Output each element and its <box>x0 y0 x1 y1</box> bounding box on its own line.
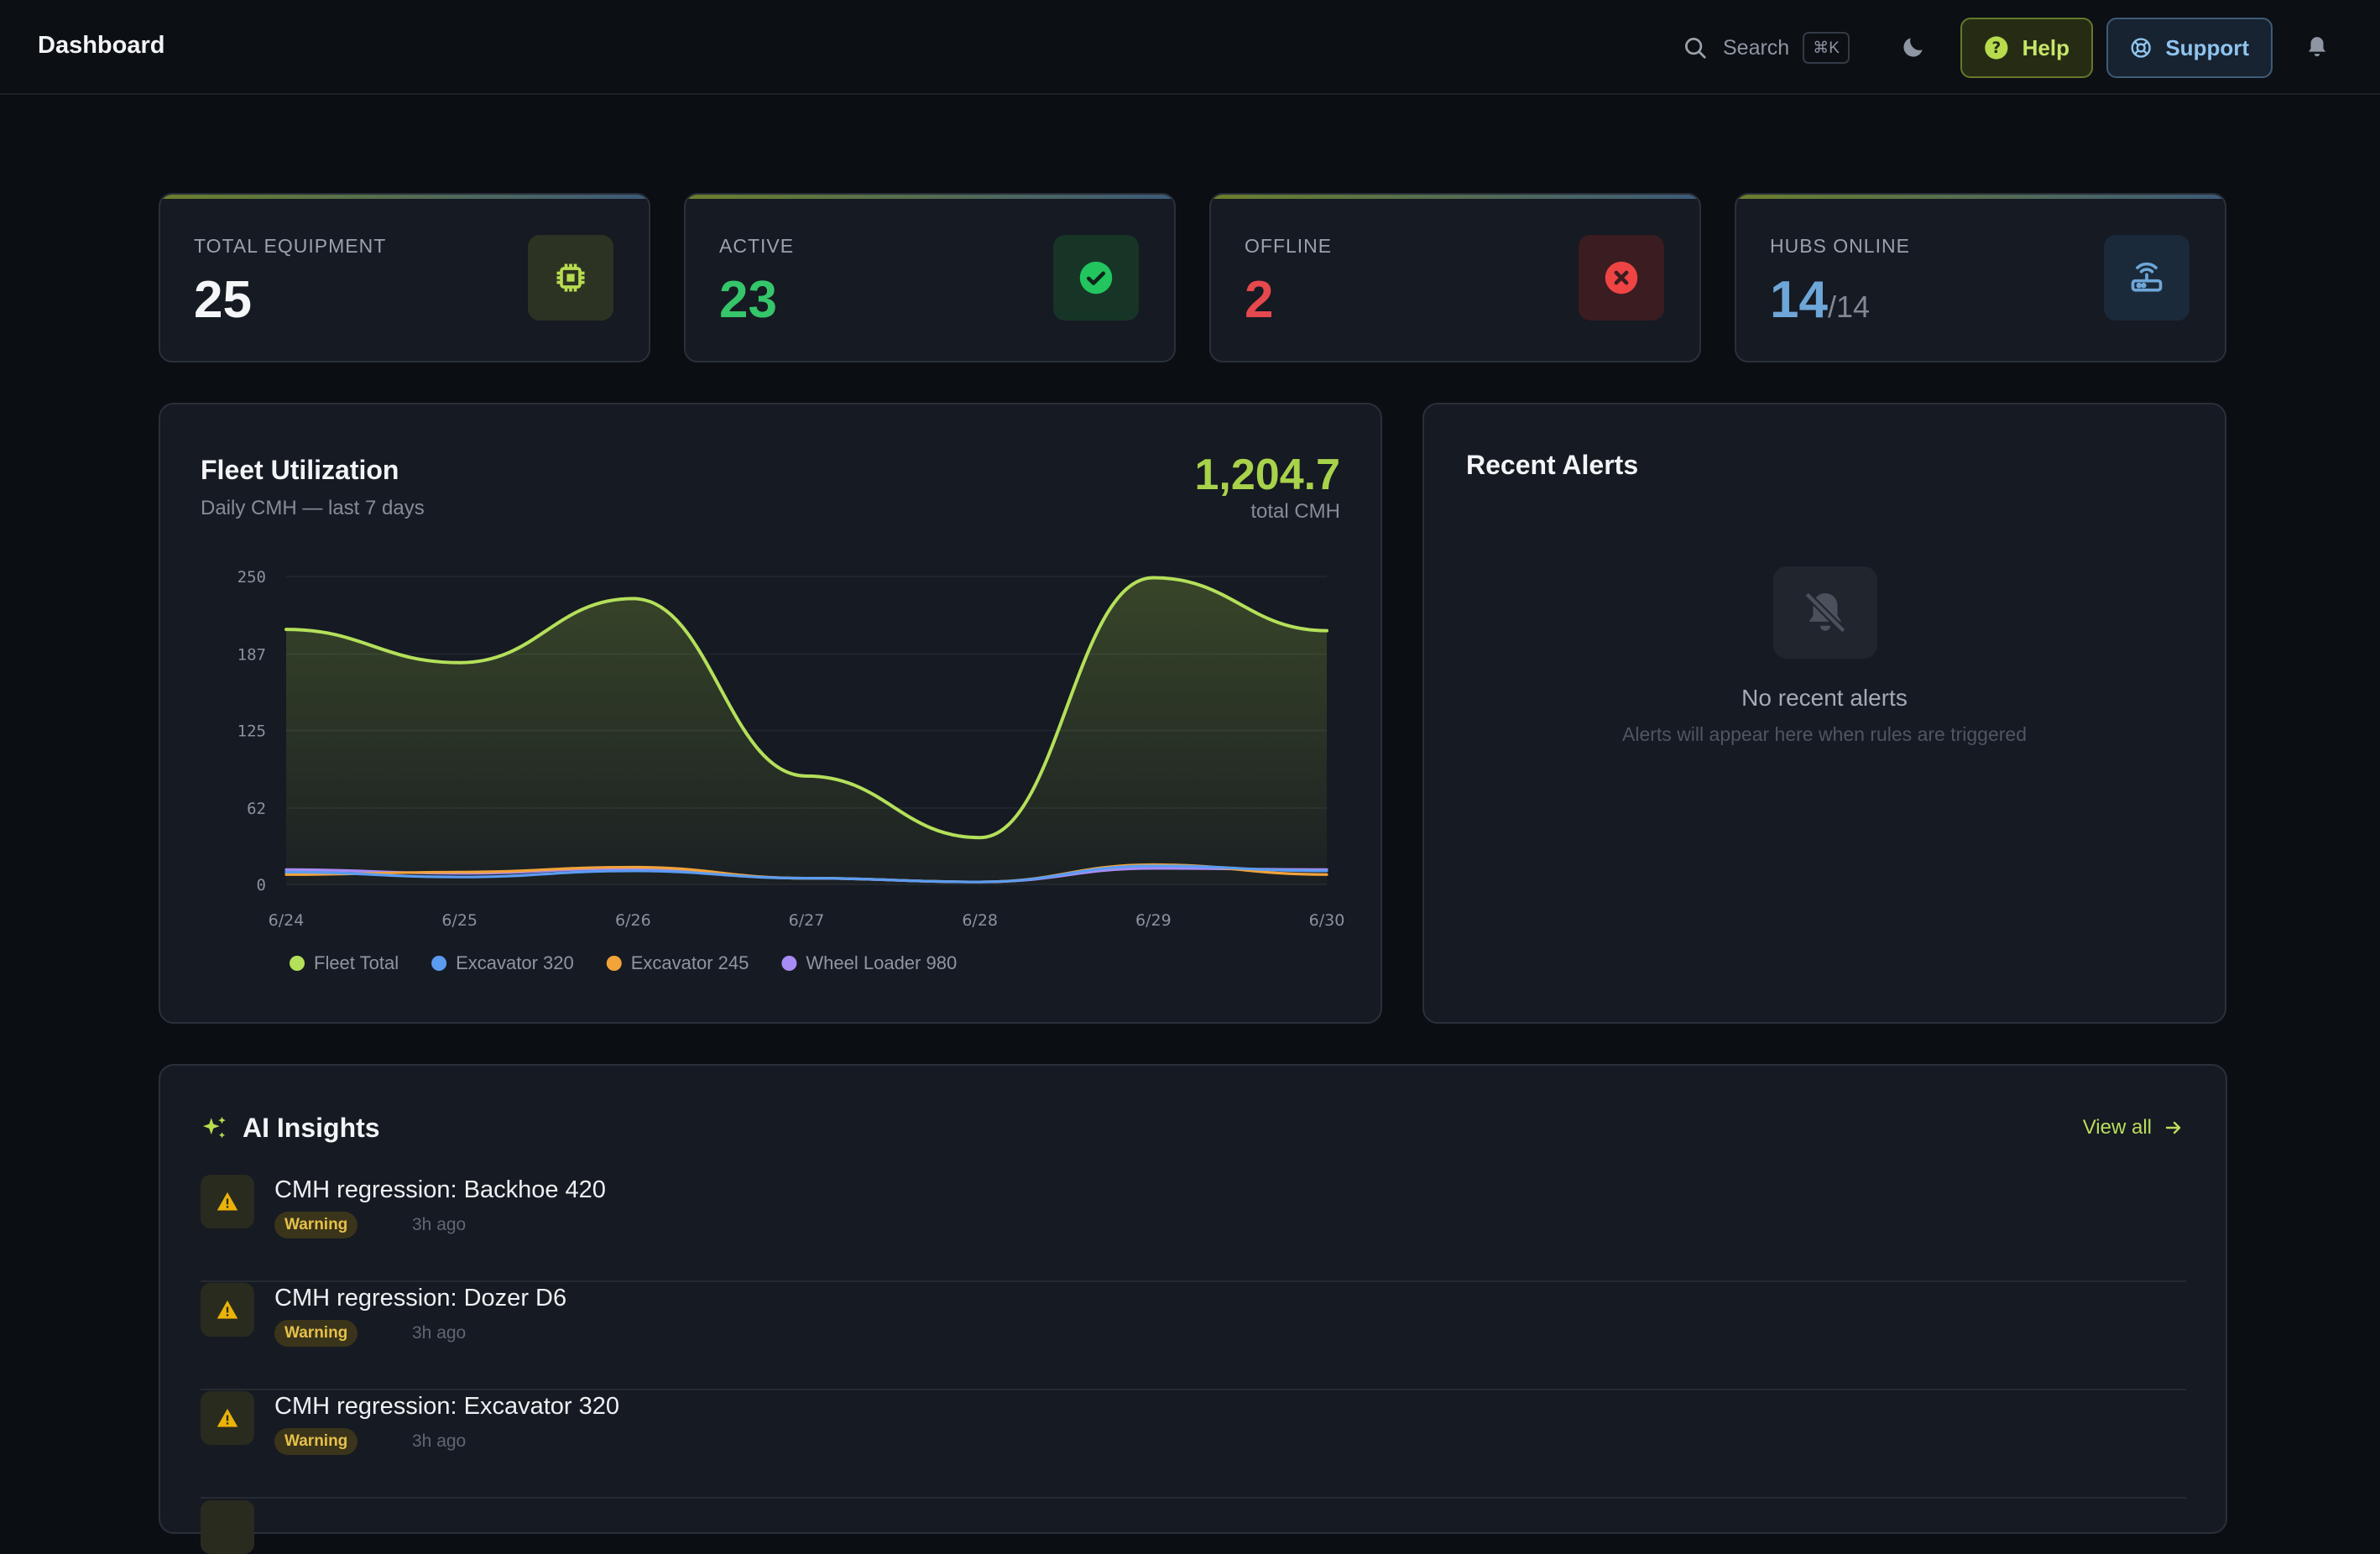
x-tick-label: 6/26 <box>615 911 651 930</box>
insights-header: AI Insights <box>201 1113 380 1144</box>
stat-value: 14/14 <box>1770 271 1871 329</box>
bell-off-icon <box>1773 566 1877 659</box>
alerts-empty-title: No recent alerts <box>1741 685 1908 711</box>
stat-value: 23 <box>719 271 777 329</box>
moon-icon <box>1903 38 1923 57</box>
insight-item[interactable]: CMH regression: Backhoe 420 Warning 3h a… <box>201 1175 2186 1282</box>
stat-label: HUBS ONLINE <box>1770 235 1910 257</box>
arrow-right-icon <box>2165 1121 2181 1134</box>
stat-label: TOTAL EQUIPMENT <box>194 235 387 257</box>
legend-label: Fleet Total <box>314 952 399 973</box>
x-tick-label: 6/29 <box>1135 911 1172 930</box>
insights-title: AI Insights <box>243 1113 380 1143</box>
legend-label: Excavator 320 <box>456 952 574 973</box>
series-line-excavator-320 <box>284 864 1328 884</box>
search-button[interactable]: Search ⌘K <box>1683 32 1850 64</box>
x-tick-label: 6/28 <box>962 911 998 930</box>
y-tick-label: 62 <box>247 800 266 818</box>
search-shortcut: ⌘K <box>1803 32 1850 64</box>
stat-card-total-equipment: TOTAL EQUIPMENT 25 <box>159 193 650 362</box>
warning-icon <box>201 1500 254 1554</box>
sparkles-icon <box>202 1116 226 1138</box>
warning-badge: Warning <box>274 1212 358 1239</box>
warning-badge: Warning <box>274 1428 358 1455</box>
insight-time: 3h ago <box>412 1323 467 1343</box>
stat-value: 25 <box>194 271 252 329</box>
support-label: Support <box>2165 34 2249 60</box>
fleet-utilization-chart: 250 187 125 62 06/24 6/25 6/26 6/27 6/28 6/29 6/30… <box>237 568 1345 973</box>
x-circle-icon <box>1579 235 1664 321</box>
chip-icon <box>528 235 613 321</box>
fleet-utilization-panel: Fleet Utilization Daily CMH — last 7 day… <box>159 403 1382 1024</box>
series-line-fleet-total <box>284 576 1328 840</box>
warning-badge: Warning <box>274 1320 358 1347</box>
fleet-subtitle: Daily CMH — last 7 days <box>201 497 425 519</box>
insight-time: 3h ago <box>412 1215 467 1234</box>
view-all-link[interactable]: View all <box>2083 1116 2184 1139</box>
insight-title: CMH regression: Dozer D6 <box>274 1285 567 1312</box>
stat-card-offline: OFFLINE 2 <box>1209 193 1701 362</box>
fleet-title: Fleet Utilization <box>201 455 399 485</box>
help-label: Help <box>2022 34 2069 60</box>
legend-label: Excavator 245 <box>631 952 749 973</box>
fleet-total-value: 1,204.7 <box>1194 451 1341 499</box>
insight-title: CMH regression: Excavator 320 <box>274 1393 619 1420</box>
recent-alerts-panel: Recent Alerts No recent alerts Alerts wi… <box>1422 403 2226 1024</box>
legend-swatch <box>431 956 447 971</box>
notifications-button[interactable] <box>2304 34 2330 65</box>
view-all-label: View all <box>2082 1116 2152 1139</box>
page-title: Dashboard <box>38 32 165 59</box>
x-tick-label: 6/30 <box>1309 911 1345 930</box>
stat-label: ACTIVE <box>719 235 795 257</box>
legend-swatch <box>606 956 622 971</box>
stat-label: OFFLINE <box>1245 235 1333 257</box>
insight-title: CMH regression: Backhoe 420 <box>274 1176 606 1203</box>
stat-card-hubs-online: HUBS ONLINE 14/14 <box>1735 193 2226 362</box>
warning-icon <box>201 1175 254 1228</box>
insight-item[interactable]: CMH regression: Excavator 320 Warning 3h… <box>201 1391 2186 1499</box>
x-tick-label: 6/24 <box>269 911 305 930</box>
search-icon <box>1685 38 1706 59</box>
x-tick-label: 6/25 <box>441 911 478 930</box>
stat-card-active: ACTIVE 23 <box>684 193 1176 362</box>
help-button[interactable]: ? Help <box>1960 18 2093 78</box>
legend-label: Wheel Loader 980 <box>806 952 957 973</box>
y-tick-label: 187 <box>237 645 266 664</box>
svg-text:?: ? <box>1991 39 2001 57</box>
insight-time: 3h ago <box>412 1431 467 1451</box>
top-bar: Dashboard Search ⌘K ? Help Support <box>0 0 2380 95</box>
y-tick-label: 125 <box>237 722 266 741</box>
x-tick-label: 6/27 <box>789 911 825 930</box>
y-tick-label: 0 <box>257 876 266 894</box>
warning-icon <box>201 1391 254 1445</box>
fleet-total-label: total CMH <box>1250 500 1340 523</box>
fleet-total-area <box>286 577 1327 884</box>
alerts-title: Recent Alerts <box>1466 450 1639 480</box>
warning-icon <box>201 1283 254 1337</box>
lifebuoy-icon <box>2131 38 2151 58</box>
legend-swatch <box>290 956 305 971</box>
search-label: Search <box>1723 35 1790 60</box>
bell-icon <box>2309 37 2325 57</box>
insight-item[interactable]: CMH regression: Dozer D6 Warning 3h ago <box>201 1283 2186 1390</box>
ai-insights-panel: AI Insights View all CMH regression: Bac… <box>159 1064 2227 1554</box>
support-button[interactable]: Support <box>2106 18 2273 78</box>
legend-swatch <box>781 956 797 971</box>
y-tick-label: 250 <box>237 568 266 587</box>
alerts-empty-subtitle: Alerts will appear here when rules are t… <box>1622 723 2027 745</box>
stat-value: 2 <box>1245 271 1274 329</box>
theme-toggle-button[interactable] <box>1900 34 1927 65</box>
router-icon <box>2104 235 2189 321</box>
help-icon: ? <box>1985 36 2008 60</box>
check-circle-icon <box>1053 235 1139 321</box>
